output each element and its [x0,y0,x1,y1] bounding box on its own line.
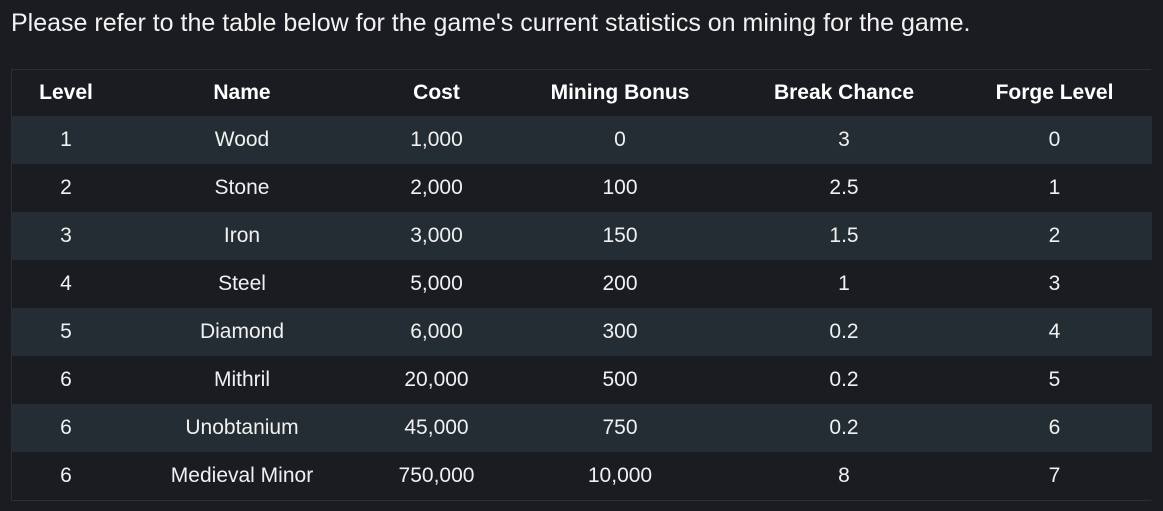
cell-name: Medieval Minor [120,452,364,500]
cell-forge-level: 7 [957,452,1152,500]
cell-break-chance: 1.5 [731,212,957,260]
cell-forge-level: 6 [957,404,1152,452]
header-level: Level [12,70,120,116]
cell-mining-bonus: 500 [509,356,731,404]
cell-level: 4 [12,260,120,308]
cell-level: 6 [12,356,120,404]
header-break-chance: Break Chance [731,70,957,116]
cell-cost: 45,000 [364,404,509,452]
cell-level: 6 [12,404,120,452]
cell-break-chance: 0.2 [731,308,957,356]
cell-level: 1 [12,116,120,164]
cell-forge-level: 0 [957,116,1152,164]
cell-level: 2 [12,164,120,212]
table-row: 6 Medieval Minor 750,000 10,000 8 7 [12,452,1152,500]
table-row: 4 Steel 5,000 200 1 3 [12,260,1152,308]
cell-forge-level: 4 [957,308,1152,356]
cell-cost: 5,000 [364,260,509,308]
cell-break-chance: 1 [731,260,957,308]
cell-mining-bonus: 100 [509,164,731,212]
table-row: 6 Unobtanium 45,000 750 0.2 6 [12,404,1152,452]
intro-text: Please refer to the table below for the … [11,9,971,37]
cell-cost: 1,000 [364,116,509,164]
cell-cost: 20,000 [364,356,509,404]
cell-mining-bonus: 150 [509,212,731,260]
header-cost: Cost [364,70,509,116]
cell-name: Stone [120,164,364,212]
cell-cost: 6,000 [364,308,509,356]
cell-cost: 3,000 [364,212,509,260]
cell-name: Unobtanium [120,404,364,452]
table-header-row: Level Name Cost Mining Bonus Break Chanc… [12,70,1152,116]
cell-forge-level: 2 [957,212,1152,260]
cell-break-chance: 2.5 [731,164,957,212]
cell-forge-level: 5 [957,356,1152,404]
cell-cost: 2,000 [364,164,509,212]
mining-stats-table: Level Name Cost Mining Bonus Break Chanc… [11,69,1152,501]
cell-name: Wood [120,116,364,164]
cell-name: Mithril [120,356,364,404]
table-row: 6 Mithril 20,000 500 0.2 5 [12,356,1152,404]
cell-mining-bonus: 0 [509,116,731,164]
cell-mining-bonus: 750 [509,404,731,452]
cell-break-chance: 3 [731,116,957,164]
cell-break-chance: 0.2 [731,356,957,404]
cell-break-chance: 8 [731,452,957,500]
cell-name: Steel [120,260,364,308]
cell-name: Diamond [120,308,364,356]
cell-level: 6 [12,452,120,500]
cell-cost: 750,000 [364,452,509,500]
table-row: 5 Diamond 6,000 300 0.2 4 [12,308,1152,356]
header-name: Name [120,70,364,116]
table-row: 1 Wood 1,000 0 3 0 [12,116,1152,164]
cell-mining-bonus: 10,000 [509,452,731,500]
cell-level: 5 [12,308,120,356]
cell-forge-level: 3 [957,260,1152,308]
table-row: 2 Stone 2,000 100 2.5 1 [12,164,1152,212]
cell-mining-bonus: 300 [509,308,731,356]
cell-forge-level: 1 [957,164,1152,212]
cell-mining-bonus: 200 [509,260,731,308]
cell-level: 3 [12,212,120,260]
header-forge-level: Forge Level [957,70,1152,116]
cell-break-chance: 0.2 [731,404,957,452]
table-row: 3 Iron 3,000 150 1.5 2 [12,212,1152,260]
cell-name: Iron [120,212,364,260]
header-mining-bonus: Mining Bonus [509,70,731,116]
